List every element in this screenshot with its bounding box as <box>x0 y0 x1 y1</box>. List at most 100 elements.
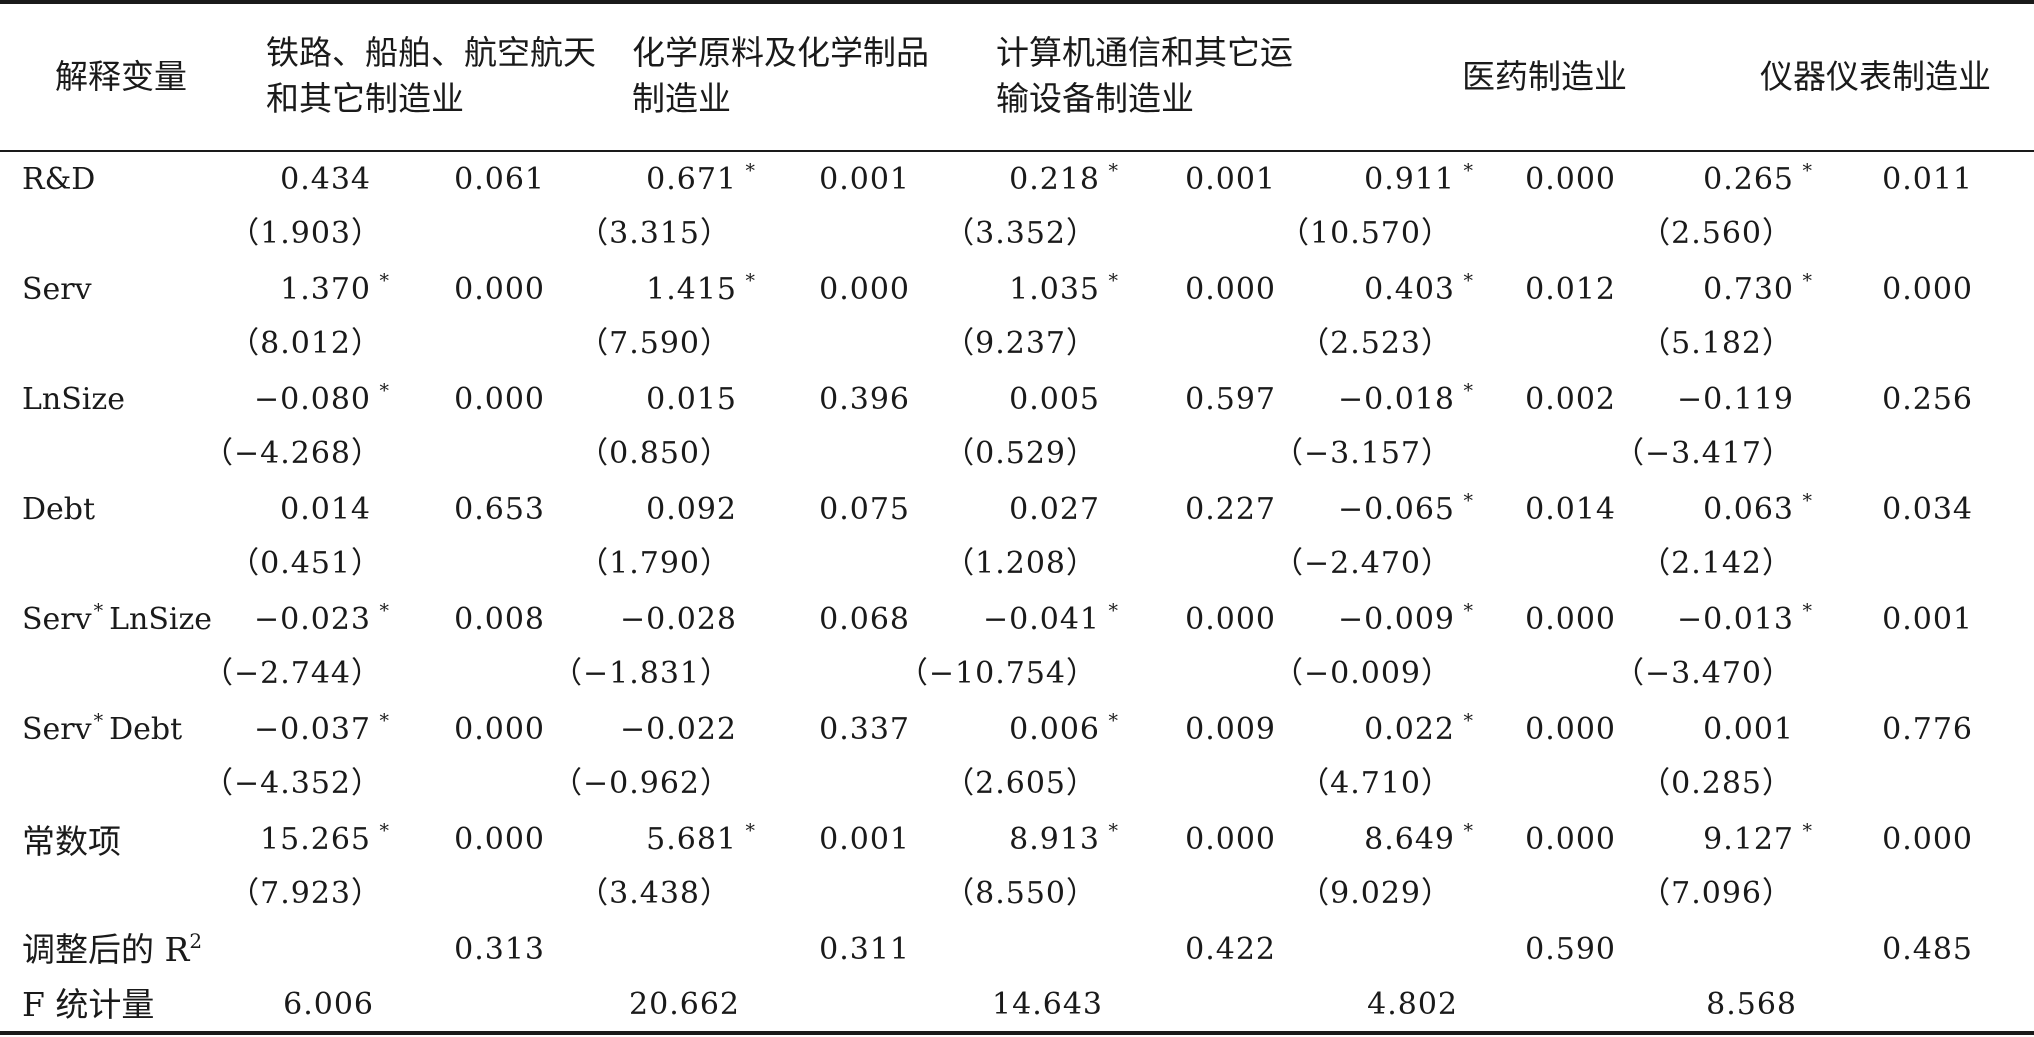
coefficient-cell: −0.023 * <box>190 600 390 635</box>
table-bottom-rule <box>0 1031 2034 1035</box>
coefficient-value: 0.092 <box>646 492 737 527</box>
p-value-cell: 0.034 <box>1882 492 1973 527</box>
t-statistic-cell: （10.570） <box>1279 216 1452 251</box>
coefficient-value: −0.022 <box>619 712 737 747</box>
t-statistic-cell: （−3.470） <box>1613 656 1793 691</box>
p-value-cell: 0.000 <box>819 272 910 307</box>
t-statistic-cell: （−10.754） <box>897 656 1097 691</box>
t-statistic-cell: （0.285） <box>1640 766 1793 801</box>
coefficient-cell: 8.649 * <box>1274 822 1474 857</box>
p-value-cell: 0.653 <box>454 492 545 527</box>
p-value-cell: 0.000 <box>1185 822 1276 857</box>
significance-star: * <box>379 710 390 732</box>
coefficient-cell: 1.370 * <box>190 272 390 307</box>
p-value-cell: 0.001 <box>1185 162 1276 197</box>
coefficient-value: 5.681 <box>646 822 737 857</box>
p-value-cell: 0.227 <box>1185 492 1276 527</box>
header-industry-2: 化学原料及化学制品 制造业 <box>632 30 929 122</box>
significance-star: * <box>1108 820 1119 842</box>
row-label: LnSize <box>22 385 125 415</box>
t-statistic-cell: （−1.831） <box>551 656 731 691</box>
significance-star: * <box>745 160 756 182</box>
coefficient-cell: 9.127 * <box>1613 822 1813 855</box>
f-statistic-value: 4.802 <box>1367 987 1458 1022</box>
coefficient-cell: 0.005 <box>919 385 1119 415</box>
p-value-cell: 0.068 <box>819 602 910 637</box>
header-industry-5: 仪器仪表制造业 <box>1760 57 1991 96</box>
f-statistic-value: 8.568 <box>1706 987 1797 1022</box>
table-header-rule <box>0 150 2034 152</box>
adjusted-r2-value: 0.422 <box>1185 932 1276 967</box>
row-label: Serv <box>22 275 92 305</box>
header-industry-2-line2: 制造业 <box>632 79 731 118</box>
coefficient-value: 0.022 <box>1364 712 1455 747</box>
coefficient-cell: 0.671 * <box>556 160 756 197</box>
coefficient-value: −0.065 <box>1337 492 1455 527</box>
t-statistic-cell: （3.438） <box>578 876 731 911</box>
coefficient-value: −0.037 <box>253 712 371 747</box>
coefficient-value: 1.415 <box>646 272 737 307</box>
significance-star: * <box>1463 600 1474 622</box>
p-value-cell: 0.000 <box>454 712 545 747</box>
p-value-cell: 0.337 <box>819 712 910 747</box>
t-statistic-cell: （9.029） <box>1299 876 1452 911</box>
coefficient-cell: 0.265 * <box>1613 162 1813 197</box>
coefficient-value: −0.009 <box>1337 602 1455 637</box>
coefficient-cell: 0.092 <box>556 495 756 525</box>
coefficient-cell: −0.018 * <box>1274 380 1474 415</box>
significance-star: * <box>745 270 756 292</box>
coefficient-cell: 1.415 * <box>556 270 756 307</box>
p-value-cell: 0.011 <box>1882 162 1973 197</box>
row-label-text: 常数项 <box>22 822 121 861</box>
significance-star: * <box>1802 600 1813 622</box>
adjusted-r2-value: 0.590 <box>1525 932 1616 967</box>
t-statistic-cell: （−0.962） <box>551 766 731 801</box>
p-value-cell: 0.001 <box>819 162 910 197</box>
header-industry-2-line1: 化学原料及化学制品 <box>632 33 929 72</box>
header-industry-1: 铁路、船舶、航空航天 和其它制造业 <box>266 30 596 122</box>
t-statistic-cell: （1.208） <box>944 546 1097 581</box>
t-statistic-cell: （7.590） <box>578 326 731 361</box>
p-value-cell: 0.008 <box>454 602 545 637</box>
coefficient-cell: −0.037 * <box>190 710 390 747</box>
p-value-cell: 0.000 <box>1882 272 1973 307</box>
p-value-cell: 0.000 <box>1185 602 1276 637</box>
row-label: Debt <box>22 495 95 525</box>
coefficient-value: 8.649 <box>1364 822 1455 857</box>
p-value-cell: 0.000 <box>1882 822 1973 857</box>
p-value-cell: 0.002 <box>1525 382 1616 417</box>
significance-star: * <box>379 600 390 622</box>
significance-star: * <box>1108 270 1119 292</box>
coefficient-value: 0.014 <box>280 492 371 527</box>
p-value-cell: 0.014 <box>1525 492 1616 527</box>
coefficient-value: 0.671 <box>646 162 737 197</box>
adjusted-r2-label-text: 调整后的 R <box>22 930 190 969</box>
t-statistic-cell: （1.903） <box>229 216 382 251</box>
f-statistic-value: 14.643 <box>992 987 1103 1022</box>
significance-star: * <box>1463 380 1474 402</box>
row-label-part-b: LnSize <box>109 602 213 637</box>
row-label-text: LnSize <box>22 382 125 417</box>
p-value-cell: 0.000 <box>1525 162 1616 197</box>
p-value-cell: 0.061 <box>454 162 545 197</box>
p-value-cell: 0.000 <box>454 822 545 857</box>
t-statistic-cell: （1.790） <box>578 546 731 581</box>
coefficient-value: 1.035 <box>1009 272 1100 307</box>
f-statistic-value: 20.662 <box>629 987 740 1022</box>
row-label-text: Debt <box>22 492 96 527</box>
coefficient-cell: 5.681 * <box>556 822 756 857</box>
significance-star: * <box>1802 270 1813 292</box>
p-value-cell: 0.776 <box>1882 712 1973 747</box>
t-statistic-cell: （−0.009） <box>1272 656 1452 691</box>
p-value-cell: 0.009 <box>1185 712 1276 747</box>
significance-star: * <box>1463 490 1474 512</box>
coefficient-cell: −0.065 * <box>1274 490 1474 527</box>
interaction-star: * <box>93 710 104 732</box>
coefficient-value: 0.434 <box>280 162 371 197</box>
significance-star: * <box>1463 710 1474 732</box>
coefficient-value: 1.370 <box>280 272 371 307</box>
header-industry-3: 计算机通信和其它运 输设备制造业 <box>996 30 1293 122</box>
coefficient-value: −0.041 <box>982 602 1100 637</box>
coefficient-value: 0.265 <box>1703 162 1794 197</box>
